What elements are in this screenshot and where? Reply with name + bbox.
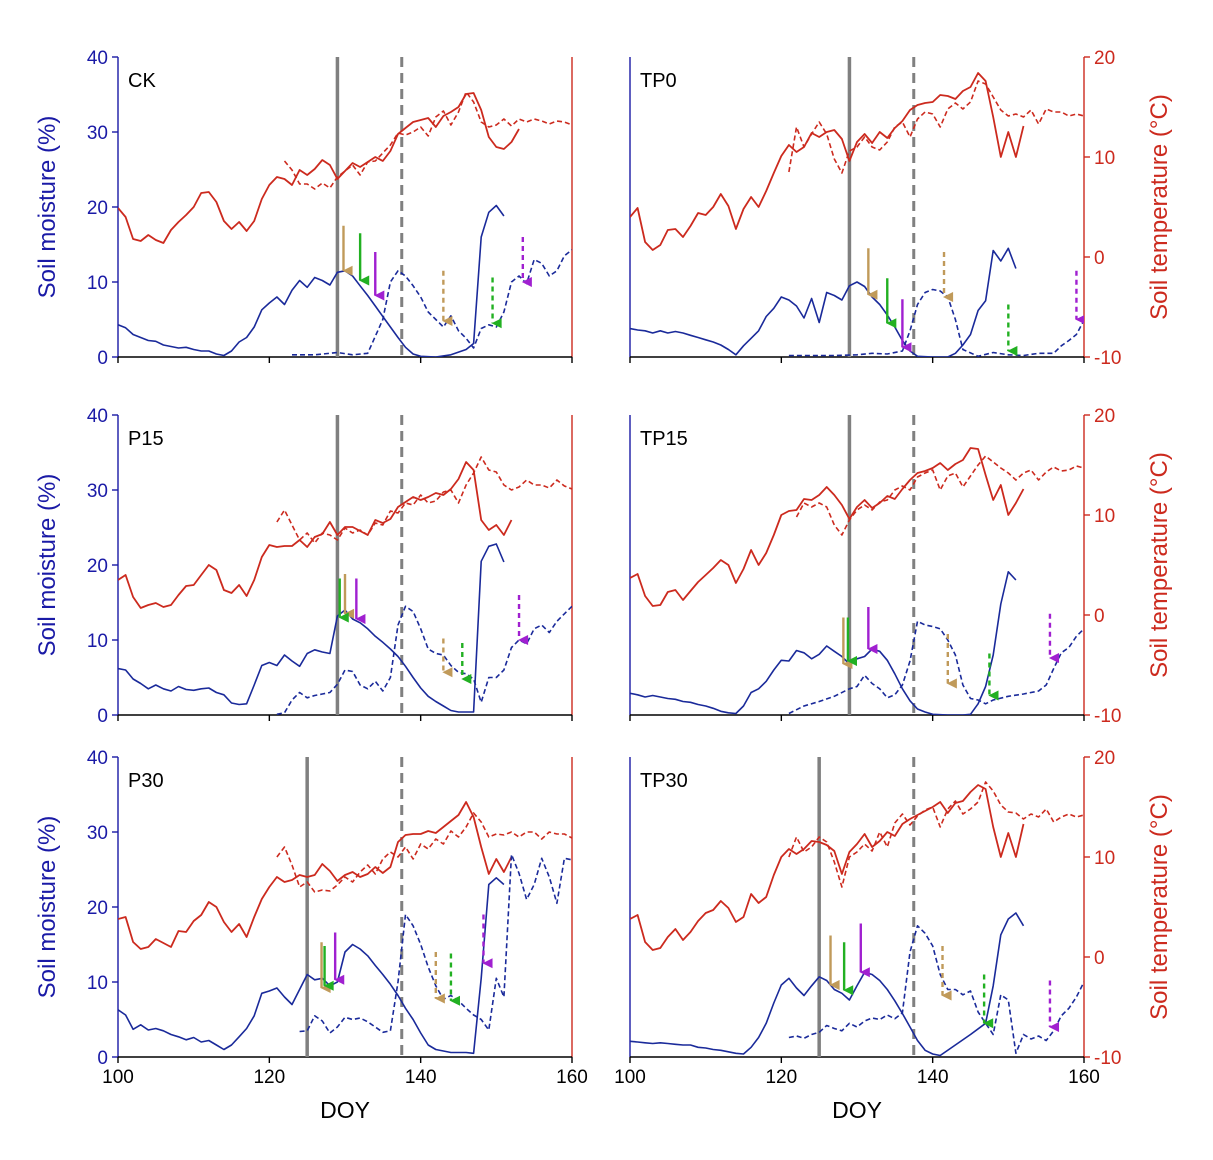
panel-ck-ytick-left-label-0: 0 bbox=[97, 348, 108, 369]
panel-tp0: -10 0 10 20 TP0 bbox=[629, 48, 1121, 369]
panel-ck-ytick-left-label-20: 20 bbox=[87, 198, 108, 219]
panel-tp30-label: TP30 bbox=[640, 770, 688, 792]
panel-tp30-xtick-label-100: 100 bbox=[614, 1067, 646, 1088]
panel-tp30-ytick-right-label-0: 0 bbox=[1094, 948, 1105, 969]
panel-tp0-ytick-right-label-0: 0 bbox=[1094, 248, 1105, 269]
panel-p30-temperature-solid bbox=[118, 801, 513, 950]
panel-p30-xtick-label-100: 100 bbox=[102, 1067, 134, 1088]
panel-tp30-temperature-dashed bbox=[788, 781, 1084, 888]
panel-p30-ytick-left-label-30: 30 bbox=[87, 823, 108, 844]
panel-tp30-plot-area bbox=[630, 757, 1084, 1057]
panel-tp0-label: TP0 bbox=[640, 70, 677, 92]
panel-tp0-ytick-right-label-20: 20 bbox=[1094, 48, 1115, 69]
panels: 010203040CK-1001020TP0010203040P15-10010… bbox=[87, 48, 1122, 1088]
panel-p30-xtick-label-160: 160 bbox=[556, 1067, 588, 1088]
panel-tp30-xtick-label-160: 160 bbox=[1068, 1067, 1100, 1088]
panel-tp30-ytick-right-label-20: 20 bbox=[1094, 748, 1115, 769]
panel-tp15-moisture-dashed bbox=[788, 620, 1084, 715]
panel-ck-ytick-left-label-30: 30 bbox=[87, 123, 108, 144]
ylabel-right-row1: Soil temperature (°C) bbox=[1146, 94, 1173, 320]
panel-p15-moisture-dashed bbox=[276, 605, 572, 715]
panel-tp30-temperature-solid bbox=[630, 784, 1025, 951]
panel-ck-moisture-dashed bbox=[292, 249, 572, 356]
panel-tp15-moisture-solid bbox=[630, 570, 1017, 715]
panel-p30-temperature-dashed bbox=[276, 812, 572, 893]
panel-tp0-temperature-dashed bbox=[788, 80, 1084, 174]
panel-tp0-temperature-solid bbox=[630, 72, 1025, 251]
panel-p15-label: P15 bbox=[128, 428, 164, 450]
ylabel-left-row3: Soil moisture (%) bbox=[34, 816, 61, 999]
panel-p15-ytick-left-label-30: 30 bbox=[87, 481, 108, 502]
panel-p30-xtick-label-140: 140 bbox=[405, 1067, 437, 1088]
xlabel-right: DOY bbox=[832, 1097, 882, 1123]
xlabel-left: DOY bbox=[320, 1097, 370, 1123]
panel-tp30-moisture-dashed bbox=[788, 924, 1084, 1055]
panel-ck-ytick-left-label-40: 40 bbox=[87, 48, 108, 69]
ylabel-left-row2: Soil moisture (%) bbox=[34, 474, 61, 657]
panel-p15-temperature-solid bbox=[118, 461, 513, 609]
panel-tp15-ytick-right-label-0: 0 bbox=[1094, 606, 1105, 627]
panel-ck-temperature-dashed bbox=[283, 91, 572, 190]
panel-tp15-ytick-right-label--10: -10 bbox=[1094, 706, 1121, 727]
panel-tp0-ytick-right-label-10: 10 bbox=[1094, 148, 1115, 169]
panel-p15: 0 10 20 30 40 P15 bbox=[87, 406, 573, 727]
panel-tp0-ytick-right-label--10: -10 bbox=[1094, 348, 1121, 369]
panel-tp30-moisture-solid bbox=[630, 912, 1025, 1057]
panel-p15-temperature-dashed bbox=[276, 456, 572, 544]
ylabel-right-row2: Soil temperature (°C) bbox=[1146, 452, 1173, 678]
panel-tp30-ytick-right-label--10: -10 bbox=[1094, 1048, 1121, 1069]
panel-p15-ytick-left-label-20: 20 bbox=[87, 556, 108, 577]
panel-p30-ytick-left-label-10: 10 bbox=[87, 973, 108, 994]
panel-p30-ytick-left-label-20: 20 bbox=[87, 898, 108, 919]
panel-ck-ytick-left-label-10: 10 bbox=[87, 273, 108, 294]
panel-p30-ytick-left-label-0: 0 bbox=[97, 1048, 108, 1069]
panel-ck-plot-area bbox=[118, 57, 572, 357]
panel-tp0-moisture-solid bbox=[630, 247, 1017, 357]
ylabel-right-row3: Soil temperature (°C) bbox=[1146, 794, 1173, 1020]
panel-tp0-moisture-dashed bbox=[788, 288, 1084, 357]
panel-tp15-temperature-dashed bbox=[795, 455, 1084, 536]
panel-p30-label: P30 bbox=[128, 770, 164, 792]
panel-tp15-ytick-right-label-20: 20 bbox=[1094, 406, 1115, 427]
panel-tp15: -10 0 10 20 TP15 bbox=[629, 406, 1121, 727]
panel-p30-xtick-label-120: 120 bbox=[253, 1067, 285, 1088]
panel-p15-ytick-left-label-0: 0 bbox=[97, 706, 108, 727]
panel-tp30-xtick-label-140: 140 bbox=[917, 1067, 949, 1088]
panel-p15-ytick-left-label-10: 10 bbox=[87, 631, 108, 652]
panel-tp30-xtick-label-120: 120 bbox=[765, 1067, 797, 1088]
panel-p30-moisture-dashed bbox=[299, 853, 572, 1034]
panel-p30-ytick-left-label-40: 40 bbox=[87, 748, 108, 769]
panel-p15-ytick-left-label-40: 40 bbox=[87, 406, 108, 427]
panel-tp15-temperature-solid bbox=[630, 447, 1025, 607]
panel-tp15-plot-area bbox=[630, 415, 1084, 715]
panel-p15-plot-area bbox=[118, 415, 572, 715]
panel-tp0-plot-area bbox=[630, 57, 1084, 357]
panel-p30: 0 10 20 30 40 100 120 140 160 P30 bbox=[87, 748, 588, 1088]
panel-tp30-ytick-right-label-10: 10 bbox=[1094, 848, 1115, 869]
panel-p30-moisture-solid bbox=[118, 876, 505, 1055]
panel-p30-plot-area bbox=[118, 757, 572, 1057]
panel-ck: 0 10 20 30 40 CK bbox=[87, 48, 573, 369]
panel-ck-label: CK bbox=[128, 70, 156, 92]
ylabel-left-row1: Soil moisture (%) bbox=[34, 116, 61, 299]
panel-tp30: -10 0 10 20 100 120 140 160 TP30 bbox=[614, 748, 1121, 1088]
panel-p15-moisture-solid bbox=[118, 543, 505, 713]
panel-tp15-ytick-right-label-10: 10 bbox=[1094, 506, 1115, 527]
panel-ck-temperature-solid bbox=[118, 92, 520, 244]
panel-ck-moisture-solid bbox=[118, 204, 505, 357]
panel-tp15-label: TP15 bbox=[640, 428, 688, 450]
